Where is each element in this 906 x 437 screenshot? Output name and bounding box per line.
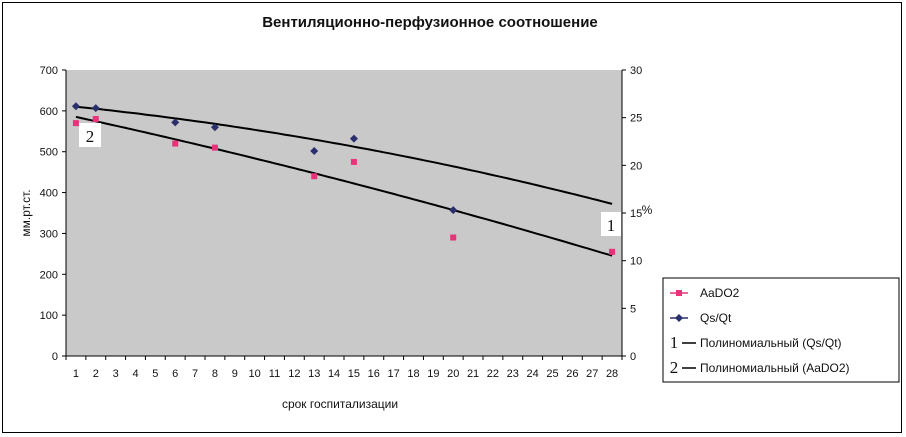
legend-label-trend2: Полиномиальный (AaDO2) [700, 361, 850, 375]
trend-label-1-box [601, 212, 621, 236]
y2-tick-label: 0 [630, 351, 636, 363]
x-tick-label: 23 [507, 368, 519, 380]
x-tick-label: 20 [447, 368, 459, 380]
legend-number-2: 2 [670, 358, 679, 377]
x-tick-label: 2 [93, 368, 99, 380]
legend-box [662, 277, 900, 383]
x-tick-label: 10 [249, 368, 261, 380]
data-point-aado2 [92, 116, 99, 123]
chart-title: Вентиляционно-перфузионное соотношение [262, 14, 598, 31]
y2-axis-label: % [642, 203, 653, 217]
x-tick-label: 16 [368, 368, 380, 380]
y2-tick-label: 10 [630, 256, 642, 268]
legend: AaDO2 Qs/Qt 1 Полиномиальный (Qs/Qt) 2 П… [662, 277, 900, 383]
legend-number-1: 1 [670, 333, 679, 352]
data-point-aado2 [72, 120, 79, 127]
x-tick-label: 22 [487, 368, 499, 380]
y2-tick-label: 30 [630, 65, 642, 77]
x-tick-label: 15 [348, 368, 360, 380]
x-axis-label: срок госпитализации [282, 397, 398, 411]
x-tick-label: 21 [467, 368, 479, 380]
legend-label-qsqt: Qs/Qt [700, 311, 732, 325]
y-tick-label: 300 [40, 228, 58, 240]
y-tick-label: 600 [40, 106, 58, 118]
x-tick-label: 1 [73, 368, 79, 380]
legend-label-aado2: AaDO2 [700, 286, 740, 300]
x-tick-label: 28 [606, 368, 618, 380]
trend-label-1: 1 [607, 216, 616, 235]
data-point-aado2 [211, 144, 218, 151]
x-tick-label: 9 [232, 368, 238, 380]
x-tick-label: 24 [527, 368, 539, 380]
x-tick-label: 25 [546, 368, 558, 380]
y2-tick-label: 20 [630, 160, 642, 172]
trendline-1 [75, 105, 613, 205]
x-tick-label: 18 [407, 368, 419, 380]
y2-tick-label: 25 [630, 113, 642, 125]
x-tick-label: 14 [328, 368, 340, 380]
data-point-aado2 [172, 140, 179, 147]
y-tick-label: 500 [40, 147, 58, 159]
data-point-qsqt [310, 147, 319, 156]
x-tick-label: 17 [388, 368, 400, 380]
data-point-qsqt [71, 102, 80, 111]
y-tick-label: 400 [40, 188, 58, 200]
data-point-qsqt [449, 206, 458, 215]
x-tick-label: 3 [113, 368, 119, 380]
y2-tick-label: 15 [630, 208, 642, 220]
y-tick-label: 200 [40, 269, 58, 281]
plot-area [66, 70, 622, 356]
y-axis-label: мм.рт.ст. [19, 189, 33, 236]
data-point-aado2 [450, 234, 457, 241]
x-tick-label: 4 [132, 368, 138, 380]
data-point-qsqt [171, 118, 180, 127]
y-tick-label: 0 [52, 351, 58, 363]
x-tick-label: 8 [212, 368, 218, 380]
data-point-qsqt [210, 123, 219, 132]
data-point-aado2 [609, 248, 616, 255]
x-tick-label: 12 [288, 368, 300, 380]
x-tick-label: 7 [192, 368, 198, 380]
x-tick-label: 5 [152, 368, 158, 380]
x-tick-label: 6 [172, 368, 178, 380]
data-point-aado2 [311, 173, 318, 180]
legend-label-trend1: Полиномиальный (Qs/Qt) [700, 336, 842, 350]
trend-label-2-box [79, 123, 101, 147]
data-point-aado2 [350, 158, 357, 165]
x-tick-label: 13 [308, 368, 320, 380]
y-tick-label: 700 [40, 65, 58, 77]
y2-tick-label: 5 [630, 303, 636, 315]
trend-label-2: 2 [86, 127, 95, 146]
legend-marker-qsqt [675, 314, 683, 322]
data-point-qsqt [91, 104, 100, 113]
x-tick-label: 11 [269, 368, 280, 380]
data-point-qsqt [349, 134, 358, 143]
trendline-2 [75, 115, 613, 257]
x-tick-label: 27 [586, 368, 598, 380]
y-tick-label: 100 [40, 310, 58, 322]
x-tick-label: 26 [566, 368, 578, 380]
x-tick-label: 19 [427, 368, 439, 380]
legend-marker-aado2 [676, 290, 682, 296]
